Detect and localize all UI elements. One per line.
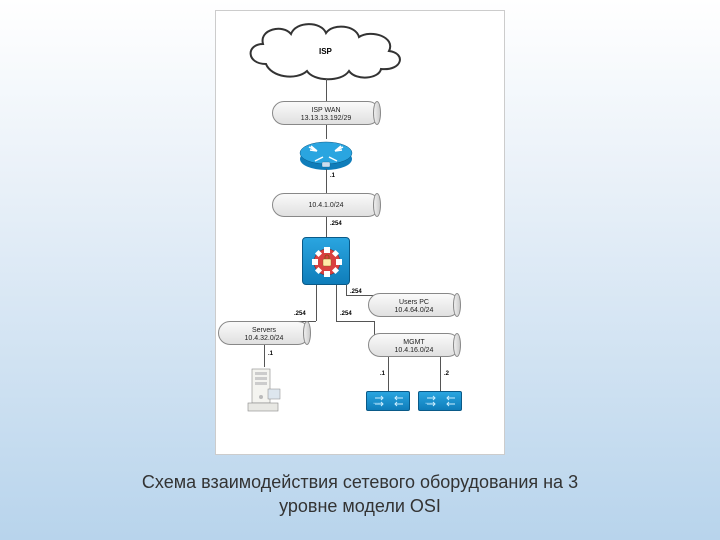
link-fw-to-mgmt-v1 bbox=[336, 285, 337, 321]
switch2-ip-label: .2 bbox=[444, 371, 449, 377]
mgmt-title: MGMT bbox=[369, 339, 459, 347]
fw-mgmt-ip-label: .254 bbox=[340, 311, 352, 317]
switch1-ports-icon: ▫▫▫▫▫▫ bbox=[373, 401, 381, 407]
diagram-caption: Схема взаимодействия сетевого оборудован… bbox=[0, 470, 720, 519]
internal-subnet-pipe: 10.4.1.0/24 bbox=[272, 193, 380, 217]
users-subnet-pipe: Users PC 10.4.64.0/24 bbox=[368, 293, 460, 317]
caption-line1: Схема взаимодействия сетевого оборудован… bbox=[142, 472, 578, 492]
network-diagram-panel: ISP ISP WAN 13.13.13.192/29 .1 10.4.1.0/… bbox=[215, 10, 505, 455]
link-fw-to-mgmt-h bbox=[336, 321, 374, 322]
switch1-ip-label: .1 bbox=[380, 371, 385, 377]
switch2-ports-icon: ▫▫▫▫▫▫ bbox=[425, 401, 433, 407]
link-servers-to-host bbox=[264, 345, 265, 367]
fw-up-ip-label: .254 bbox=[330, 221, 342, 227]
link-router-to-internal bbox=[326, 169, 327, 193]
link-mgmt-to-sw2 bbox=[440, 357, 441, 391]
link-internal-to-fw bbox=[326, 217, 327, 237]
isp-cloud-label: ISP bbox=[319, 47, 332, 56]
router-node bbox=[299, 137, 353, 171]
server-host-ip-label: .1 bbox=[268, 351, 273, 357]
users-subnet: 10.4.64.0/24 bbox=[369, 307, 459, 315]
isp-wan-subnet-pipe: ISP WAN 13.13.13.192/29 bbox=[272, 101, 380, 125]
switch2-node: ▫▫▫▫▫▫ bbox=[418, 391, 462, 411]
users-title: Users PC bbox=[369, 299, 459, 307]
link-fw-to-servers-v1 bbox=[316, 285, 317, 321]
servers-subnet-pipe: Servers 10.4.32.0/24 bbox=[218, 321, 310, 345]
internal-subnet: 10.4.1.0/24 bbox=[273, 202, 379, 210]
firewall-node bbox=[302, 237, 350, 285]
servers-subnet: 10.4.32.0/24 bbox=[219, 335, 309, 343]
mgmt-subnet-pipe: MGMT 10.4.16.0/24 bbox=[368, 333, 460, 357]
fw-servers-ip-label: .254 bbox=[294, 311, 306, 317]
caption-line2: уровне модели OSI bbox=[279, 496, 441, 516]
link-fw-to-users-h bbox=[346, 295, 374, 296]
router-ip-label: .1 bbox=[330, 173, 335, 179]
isp-wan-subnet: 13.13.13.192/29 bbox=[273, 115, 379, 123]
mgmt-subnet: 10.4.16.0/24 bbox=[369, 347, 459, 355]
isp-cloud-node: ISP bbox=[241, 19, 411, 84]
servers-title: Servers bbox=[219, 327, 309, 335]
switch1-node: ▫▫▫▫▫▫ bbox=[366, 391, 410, 411]
link-mgmt-to-sw1 bbox=[388, 357, 389, 391]
server-host-node bbox=[246, 367, 282, 413]
fw-users-ip-label: .254 bbox=[350, 289, 362, 295]
link-fw-down-stub bbox=[346, 285, 347, 295]
isp-wan-title: ISP WAN bbox=[273, 107, 379, 115]
link-cloud-to-wan bbox=[326, 79, 327, 101]
